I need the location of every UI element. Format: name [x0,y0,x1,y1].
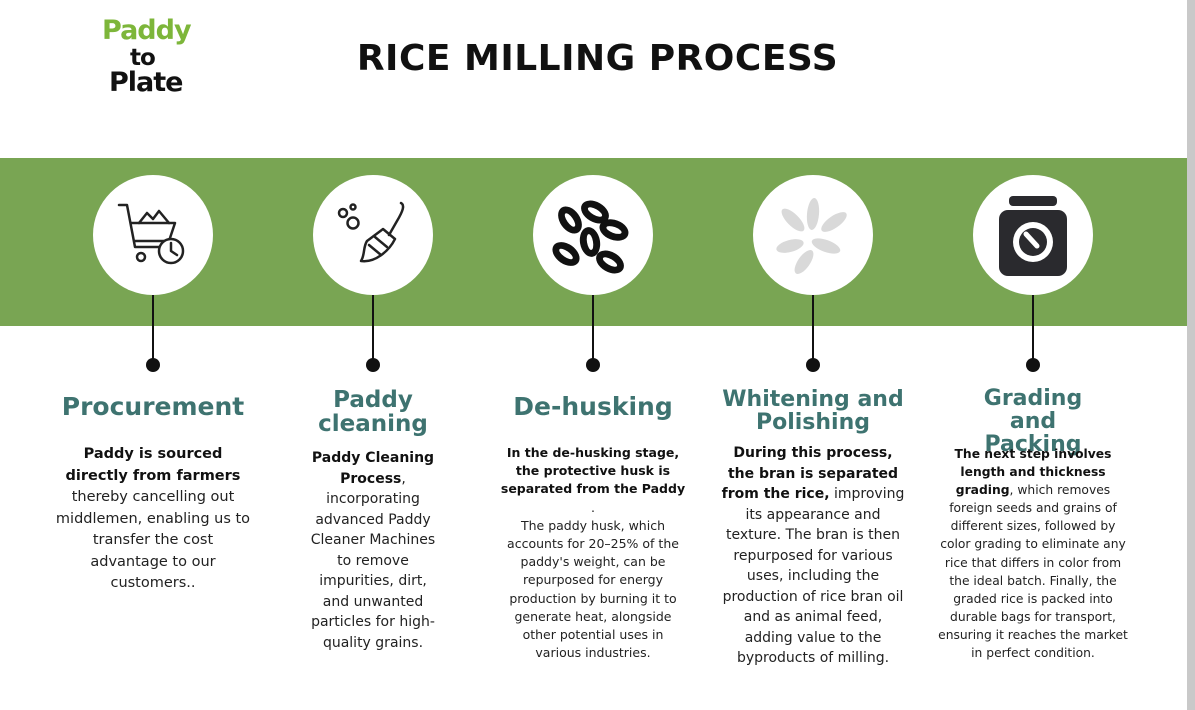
connector-dot [366,358,380,372]
logo-line-3: Plate [109,67,183,98]
icon-circle [753,175,873,295]
step-heading: Grading and Packing [983,386,1083,458]
broom-icon [337,201,405,263]
step-procurement: Procurement Paddy is sourced directly fr… [43,0,263,710]
step-description-text: , incorporating advanced Paddy Cleaner M… [310,470,436,651]
scrollbar[interactable] [1187,0,1195,710]
icon-circle [313,175,433,295]
step-description-bold: The next step involves length and thickn… [954,447,1112,498]
step-description-bold: Paddy Cleaning Process [311,450,435,487]
step-description-text-2: The paddy husk, which accounts for 20–25… [507,517,679,661]
step-grading-packing: Grading and Packing The next step involv… [923,0,1143,710]
step-heading: Procurement [61,392,245,421]
icon-circle [533,175,653,295]
logo-line-2: to [130,45,156,71]
step-description-text: , which removes foreign seeds and grains… [938,483,1128,661]
icon-circle [93,175,213,295]
step-de-husking: De-husking In the de-husking stage, the … [483,0,703,710]
step-description-text: improving its appearance and texture. Th… [722,486,905,666]
connector-line [812,295,814,363]
step-description-text: . [591,499,595,515]
connector-dot [1026,358,1040,372]
step-description: Paddy Cleaning Process, incorporating ad… [263,448,483,653]
connector-dot [586,358,600,372]
step-whitening-polishing: Whitening and Polishing During this proc… [703,0,923,710]
connector-line [152,295,154,363]
rice-grains-light-icon [776,198,847,274]
step-description: Paddy is sourced directly from farmers t… [43,444,263,595]
step-description-text: thereby cancelling out middlemen, enabli… [55,489,251,591]
step-paddy-cleaning: Paddy cleaning Paddy Cleaning Process, i… [263,0,483,710]
page-title: RICE MILLING PROCESS [356,38,839,79]
paddy-to-plate-logo: Paddy to Plate [100,15,200,100]
rice-grains-dark-icon [552,200,629,274]
connector-dot [146,358,160,372]
logo-line-1: Paddy [102,15,192,46]
step-description: During this process, the bran is separat… [703,443,923,669]
icon-circle [973,175,1093,295]
connector-line [1032,295,1034,363]
connector-dot [806,358,820,372]
step-heading: Whitening and Polishing [722,387,904,436]
connector-line [592,295,594,363]
connector-line [372,295,374,363]
step-heading: Paddy cleaning [318,387,428,438]
weighing-scale-icon [999,196,1067,276]
step-description-bold: Paddy is sourced directly from farmers [65,446,241,484]
cart-clock-icon [117,203,185,265]
step-description-bold: During this process, the bran is separat… [721,445,899,502]
step-description: In the de-husking stage, the protective … [483,444,703,662]
step-description: The next step involves length and thickn… [923,445,1143,662]
step-heading: De-husking [513,392,673,421]
step-description-bold: In the de-husking stage, the protective … [500,445,686,497]
